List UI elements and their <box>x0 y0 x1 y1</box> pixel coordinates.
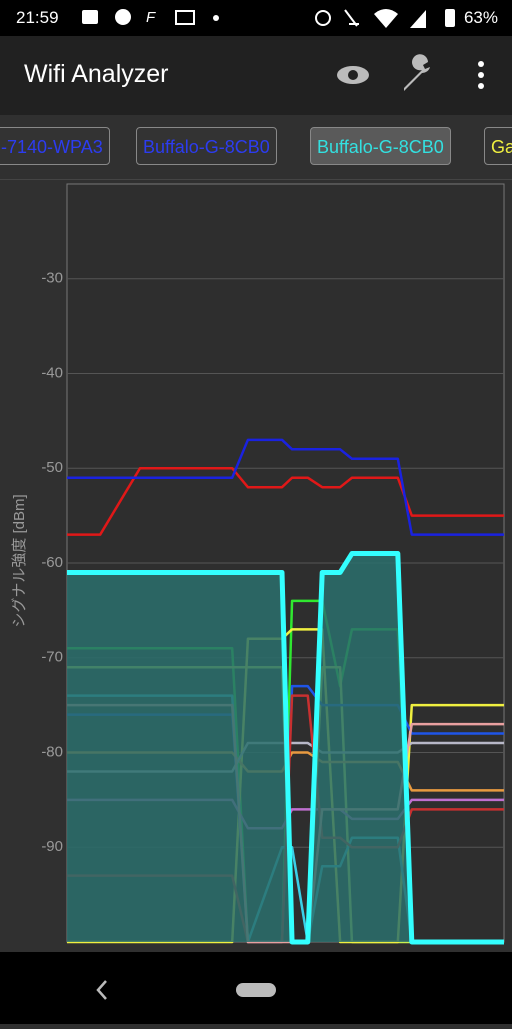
ssid-tab[interactable]: Buffalo-G-8CB0 <box>136 127 277 165</box>
app-title: Wifi Analyzer <box>24 60 169 88</box>
ssid-tabs: -7140-WPA3 Buffalo-G-8CB0 Buffalo-G-8CB0 Ga <box>0 115 512 180</box>
battery-level: 63% <box>463 8 498 27</box>
app-bar: Wifi Analyzer <box>0 36 512 115</box>
series-group <box>67 438 504 945</box>
menu-button[interactable] <box>478 61 484 89</box>
clock: 21:59 <box>16 8 59 27</box>
y-tick-label: -60 <box>41 554 63 571</box>
y-tick-label: -70 <box>41 649 63 666</box>
nav-icons <box>96 980 276 1000</box>
chart: シグナル強度 [dBm] -30 -40 -50 -60 -70 -80 -90 <box>11 183 505 945</box>
status-bar: 21:59 63% F <box>0 0 512 36</box>
signal-line <box>67 438 504 536</box>
y-tick-label: -80 <box>41 743 63 760</box>
y-tick-label: -90 <box>41 838 63 855</box>
ssid-tab[interactable]: -7140-WPA3 <box>0 127 110 165</box>
signal-line <box>67 551 504 945</box>
svg-text:F: F <box>146 9 156 26</box>
view-button[interactable] <box>337 66 369 84</box>
toolbar-icons <box>337 54 484 91</box>
back-button[interactable] <box>96 980 107 1000</box>
navigation-bar <box>0 952 512 1024</box>
signal-line <box>67 467 504 536</box>
home-button[interactable] <box>236 983 276 997</box>
status-icons: F <box>82 9 455 28</box>
y-tick-label: -30 <box>41 270 63 287</box>
y-tick-label: -50 <box>41 459 63 476</box>
ssid-tab[interactable]: Ga <box>484 127 512 165</box>
settings-button[interactable] <box>404 54 430 91</box>
y-axis-label: シグナル強度 [dBm] <box>11 494 28 627</box>
y-tick-label: -40 <box>41 364 63 381</box>
ssid-tab[interactable]: Buffalo-G-8CB0 <box>310 127 451 165</box>
